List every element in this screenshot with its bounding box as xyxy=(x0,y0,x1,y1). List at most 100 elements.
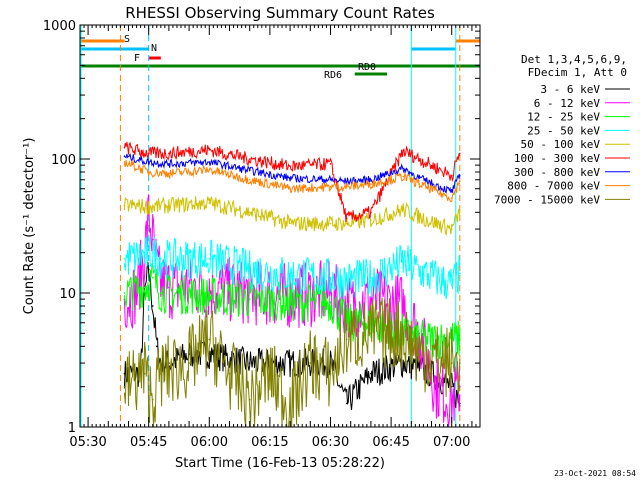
data-point-7000-15000kev xyxy=(228,372,231,375)
data-point-100-300kev xyxy=(458,152,461,155)
legend-label: 50 - 100 keV xyxy=(521,138,601,151)
data-point-7000-15000kev xyxy=(329,372,332,375)
data-point-800-7000kev xyxy=(168,172,170,175)
legend-label: 6 - 12 keV xyxy=(534,97,601,110)
data-point-800-7000kev xyxy=(450,197,453,199)
data-point-100-300kev xyxy=(147,152,150,155)
data-point-800-7000kev xyxy=(458,180,461,183)
data-point-25-50kev xyxy=(345,279,348,281)
flag-label-rd0: RD0 xyxy=(358,62,376,73)
data-point-6-12kev xyxy=(208,286,211,289)
data-point-25-50kev xyxy=(418,270,421,273)
flag-label-rd6: RD6 xyxy=(324,70,342,81)
data-point-25-50kev xyxy=(329,276,332,279)
data-point-25-50kev xyxy=(123,257,126,260)
data-point-50-100kev xyxy=(329,222,332,225)
legend-label: 25 - 50 keV xyxy=(527,124,600,137)
data-point-25-50kev xyxy=(450,284,453,286)
legend-label: 3 - 6 keV xyxy=(540,83,600,96)
data-point-7000-15000kev xyxy=(418,353,421,355)
data-point-800-7000kev xyxy=(345,186,348,188)
data-point-12-25kev xyxy=(289,301,291,304)
data-point-3-6kev xyxy=(147,268,150,271)
data-point-300-800kev xyxy=(345,180,348,183)
legend: Det 1,3,4,5,6,9,FDecim 1, Att 0 3 - 6 keV… xyxy=(494,53,630,206)
y-axis-label: Count Rate (s⁻¹ detector⁻¹) xyxy=(22,138,37,315)
data-point-7000-15000kev xyxy=(248,398,251,401)
data-point-7000-15000kev xyxy=(370,332,372,335)
data-point-300-800kev xyxy=(458,174,461,177)
legend-label: 12 - 25 keV xyxy=(527,111,600,124)
data-point-300-800kev xyxy=(147,161,150,163)
data-point-7000-15000kev xyxy=(160,372,162,375)
data-point-50-100kev xyxy=(168,204,170,207)
data-point-7000-15000kev xyxy=(123,385,126,388)
data-point-50-100kev xyxy=(450,228,453,230)
data-point-6-12kev xyxy=(151,238,154,241)
data-point-25-50kev xyxy=(208,257,211,260)
data-point-25-50kev xyxy=(160,257,162,260)
data-point-300-800kev xyxy=(248,169,251,172)
data-point-50-100kev xyxy=(208,202,211,204)
data-point-100-300kev xyxy=(345,217,348,220)
data-point-3-6kev xyxy=(370,372,372,375)
legend-label: 7000 - 15000 keV xyxy=(494,193,600,206)
data-point-300-800kev xyxy=(450,190,453,193)
data-point-100-300kev xyxy=(248,158,251,160)
data-point-50-100kev xyxy=(370,219,372,221)
y-tick-label: 100 xyxy=(51,153,76,168)
data-point-12-25kev xyxy=(123,292,126,294)
flag-layer: S NF RD0 RD6 xyxy=(80,34,480,81)
data-point-300-800kev xyxy=(168,163,170,165)
data-point-300-800kev xyxy=(123,155,126,157)
data-point-25-50kev xyxy=(402,261,405,263)
data-point-7000-15000kev xyxy=(345,338,348,341)
data-point-6-12kev xyxy=(434,385,437,388)
data-point-50-100kev xyxy=(248,211,251,214)
data-point-50-100kev xyxy=(418,216,421,218)
data-point-7000-15000kev xyxy=(188,362,190,364)
data-point-3-6kev xyxy=(402,362,405,364)
data-point-6-12kev xyxy=(402,305,405,307)
x-tick-label: 07:00 xyxy=(433,435,470,450)
data-point-800-7000kev xyxy=(147,171,150,173)
data-point-12-25kev xyxy=(458,338,461,341)
data-point-50-100kev xyxy=(345,222,348,225)
data-point-50-100kev xyxy=(147,205,150,208)
data-point-800-7000kev xyxy=(208,169,211,171)
data-point-25-50kev xyxy=(458,272,461,275)
data-point-7000-15000kev xyxy=(208,338,211,341)
data-point-100-300kev xyxy=(208,149,211,151)
data-point-25-50kev xyxy=(143,254,146,257)
data-point-800-7000kev xyxy=(329,186,332,188)
data-point-6-12kev xyxy=(370,298,372,300)
data-point-800-7000kev xyxy=(370,183,372,185)
series-line-300-800kev xyxy=(123,153,461,194)
data-point-7000-15000kev xyxy=(402,332,405,335)
data-point-300-800kev xyxy=(329,178,332,181)
data-point-25-50kev xyxy=(151,251,154,254)
data-point-3-6kev xyxy=(123,372,126,375)
data-point-12-25kev xyxy=(208,295,211,297)
data-point-100-300kev xyxy=(289,165,291,168)
data-point-3-6kev xyxy=(345,402,348,405)
data-point-7000-15000kev xyxy=(458,362,461,364)
x-tick-label: 06:15 xyxy=(251,435,288,450)
legend-label: 800 - 7000 keV xyxy=(507,180,600,193)
data-point-300-800kev xyxy=(418,177,421,179)
data-point-7000-15000kev xyxy=(269,372,271,375)
data-point-50-100kev xyxy=(402,208,405,211)
series-layer xyxy=(123,141,461,428)
data-point-25-50kev xyxy=(289,274,291,277)
data-point-6-12kev xyxy=(160,281,162,284)
data-point-12-25kev xyxy=(143,286,146,289)
data-point-100-300kev xyxy=(450,174,453,177)
x-tick-label: 06:45 xyxy=(372,435,409,450)
legend-header: Det 1,3,4,5,6,9, xyxy=(521,53,627,66)
data-point-25-50kev xyxy=(248,268,251,271)
data-point-12-25kev xyxy=(151,276,154,279)
data-point-100-300kev xyxy=(418,158,421,160)
legend-label: 300 - 800 keV xyxy=(514,166,600,179)
x-axis-label: Start Time (16-Feb-13 05:28:22) xyxy=(175,456,385,471)
